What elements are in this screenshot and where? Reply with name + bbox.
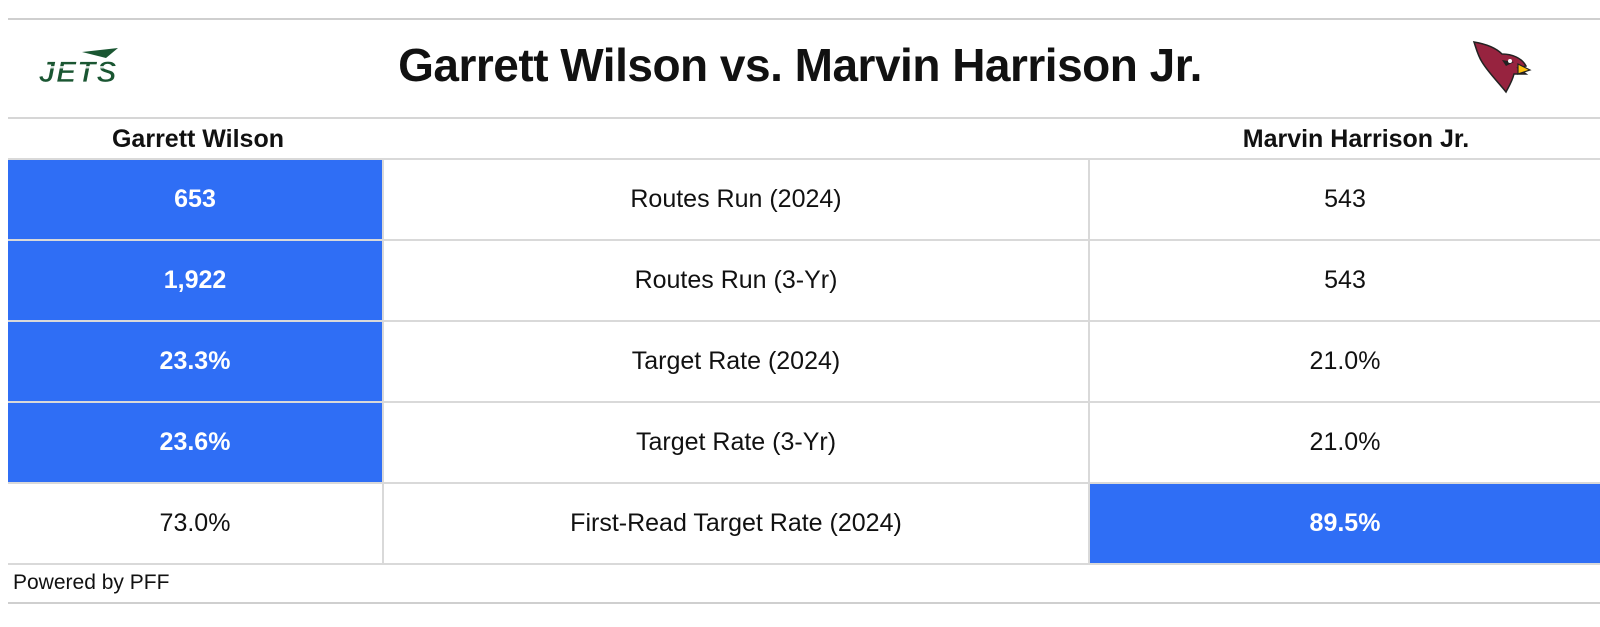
metric-label: Target Rate (3-Yr) (382, 403, 1090, 482)
metric-label: Target Rate (2024) (382, 322, 1090, 401)
table-row: 73.0% First-Read Target Rate (2024) 89.5… (8, 482, 1600, 565)
left-value: 73.0% (159, 509, 231, 537)
metric-label: Routes Run (3-Yr) (382, 241, 1090, 320)
right-value: 21.0% (1309, 347, 1381, 375)
right-value: 543 (1324, 185, 1366, 213)
top-divider (8, 18, 1600, 20)
bottom-divider (8, 602, 1600, 604)
column-header-garrett-wilson: Garrett Wilson (111, 125, 285, 153)
table-row: 23.3% Target Rate (2024) 21.0% (8, 320, 1600, 401)
jets-logo-text: JETS (38, 56, 117, 88)
left-value: 23.6% (8, 403, 382, 482)
page-title: Garrett Wilson vs. Marvin Harrison Jr. (398, 39, 1202, 91)
cardinals-logo-icon (1468, 38, 1532, 94)
jets-logo-icon: JETS (22, 46, 134, 89)
table-row: 653 Routes Run (2024) 543 (8, 158, 1600, 239)
table-row: 1,922 Routes Run (3-Yr) 543 (8, 239, 1600, 320)
metric-label: First-Read Target Rate (2024) (382, 484, 1090, 563)
table-row: 23.6% Target Rate (3-Yr) 21.0% (8, 401, 1600, 482)
right-value: 21.0% (1309, 428, 1381, 456)
left-value: 23.3% (8, 322, 382, 401)
footer-credit: Powered by PFF (13, 571, 170, 594)
left-value: 1,922 (8, 241, 382, 320)
column-header-marvin-harrison: Marvin Harrison Jr. (1242, 125, 1470, 153)
header-divider (8, 117, 1600, 119)
left-value: 653 (8, 160, 382, 239)
right-value: 543 (1324, 266, 1366, 294)
right-value: 89.5% (1090, 484, 1600, 563)
metric-label: Routes Run (2024) (382, 160, 1090, 239)
comparison-table: 653 Routes Run (2024) 543 1,922 Routes R… (8, 158, 1600, 565)
